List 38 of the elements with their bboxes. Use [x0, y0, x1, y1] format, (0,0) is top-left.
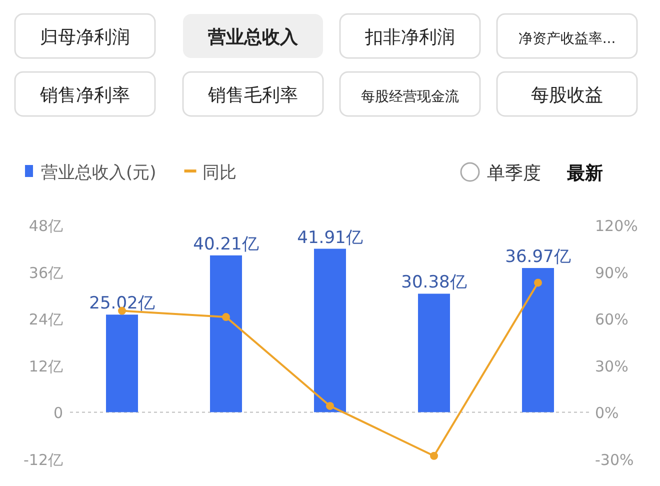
- y-tick-label: 36亿: [28, 264, 63, 282]
- y-tick-label: 24亿: [28, 310, 63, 329]
- text: 单季度: [487, 163, 541, 184]
- bar: [418, 294, 450, 412]
- y2-tick-label: 90%: [595, 264, 628, 282]
- text: 销售净利率: [39, 85, 130, 106]
- legend-label: 营业总收入(元): [41, 163, 156, 183]
- data-label: 36.97亿: [505, 247, 571, 268]
- data-label: 40.21亿: [193, 234, 259, 254]
- text: 归母净利润: [40, 27, 130, 48]
- text: 每股经营现金流: [361, 89, 459, 105]
- data-label: 30.38亿: [401, 272, 467, 293]
- point: [326, 402, 334, 410]
- data-label: 25.02亿: [89, 294, 155, 314]
- bar: [522, 268, 554, 412]
- data-label: 41.91亿: [297, 228, 363, 248]
- point: [222, 313, 230, 322]
- text: 扣非净利润: [364, 27, 455, 48]
- text: 最新: [566, 163, 603, 184]
- y2-tick-label: 60%: [595, 310, 628, 329]
- point: [534, 278, 542, 287]
- y-tick-label: -12亿: [24, 451, 63, 469]
- text: 每股收益: [531, 85, 603, 106]
- legend-label: 同比: [202, 163, 236, 183]
- y-tick-label: 48亿: [28, 217, 63, 235]
- y2-tick-label: 30%: [595, 357, 628, 376]
- bar: [106, 314, 138, 412]
- point: [430, 452, 438, 460]
- y-tick-label: 12亿: [28, 357, 63, 376]
- text: 营业总收入: [207, 27, 299, 48]
- y2-tick-label: -30%: [595, 451, 634, 469]
- y2-tick-label: 0%: [595, 404, 619, 422]
- y2-tick-label: 120%: [595, 217, 638, 235]
- y-tick-label: 0: [53, 404, 63, 422]
- text: 销售毛利率: [207, 85, 298, 106]
- text: 净资产收益率...: [518, 31, 616, 47]
- bar: [210, 255, 242, 412]
- bar: [314, 248, 346, 412]
